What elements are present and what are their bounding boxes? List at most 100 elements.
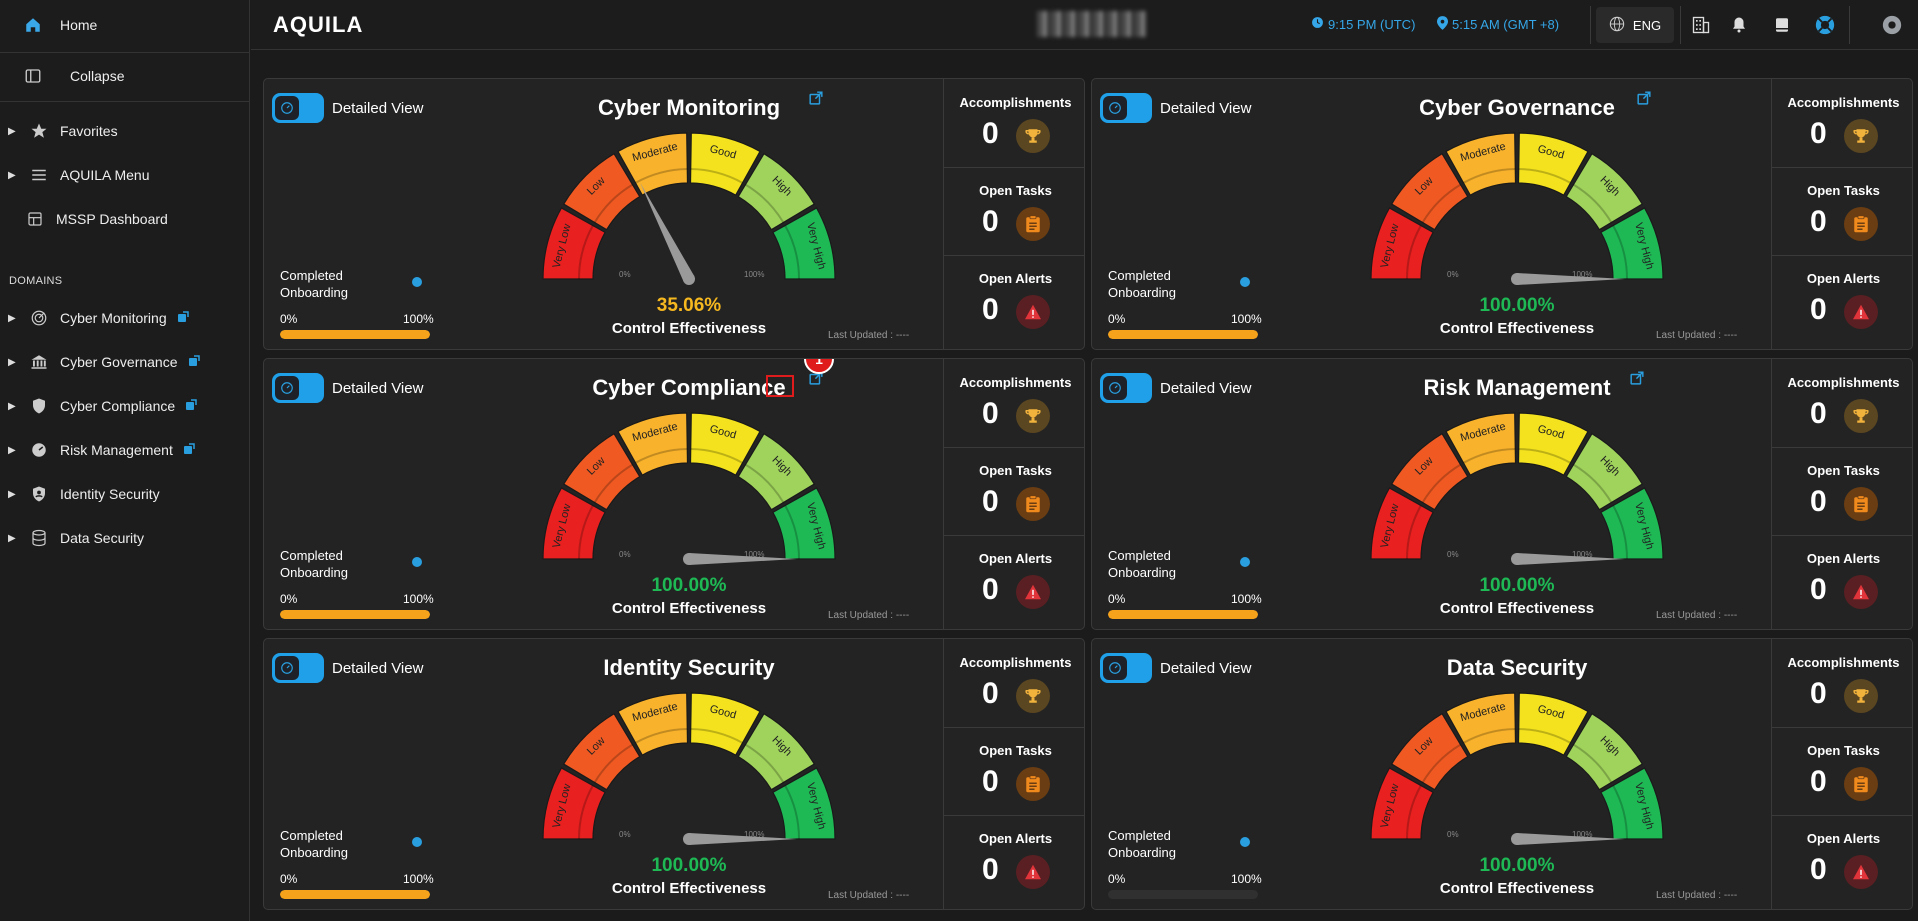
- clipboard-icon[interactable]: [1016, 207, 1050, 241]
- gauge-segment-high: [737, 432, 816, 511]
- sidebar-item-mssp-dashboard[interactable]: MSSP Dashboard: [0, 199, 250, 239]
- sidebar-item-label: Favorites: [60, 123, 118, 139]
- gauge-needle-hub: [683, 553, 695, 565]
- gauge-segment-ridge: [578, 785, 594, 840]
- alert-triangle-icon[interactable]: [1016, 855, 1050, 889]
- local-time: 5:15 AM (GMT +8): [1437, 16, 1559, 33]
- trophy-icon[interactable]: [1016, 679, 1050, 713]
- gauge-segment-low: [562, 152, 641, 231]
- info-icon[interactable]: [412, 277, 422, 287]
- trophy-icon[interactable]: [1844, 399, 1878, 433]
- detailed-view-toggle[interactable]: [272, 373, 324, 403]
- sidebar-item-cyber-governance[interactable]: ▶ Cyber Governance: [0, 342, 250, 382]
- gauge-min-label: 0%: [619, 270, 631, 279]
- external-link-icon[interactable]: [188, 354, 200, 370]
- sidebar-item-cyber-compliance[interactable]: ▶ Cyber Compliance: [0, 386, 250, 426]
- trophy-icon[interactable]: [1844, 119, 1878, 153]
- last-updated: Last Updated : ----: [828, 610, 910, 621]
- divider: [1680, 6, 1681, 44]
- trophy-icon[interactable]: [1844, 679, 1878, 713]
- alert-triangle-icon[interactable]: [1016, 295, 1050, 329]
- id-shield-icon: [28, 483, 50, 505]
- gauge-needle-hub: [683, 833, 695, 845]
- detailed-view-toggle[interactable]: [1100, 653, 1152, 683]
- clipboard-icon[interactable]: [1016, 767, 1050, 801]
- caret-right-icon: ▶: [8, 532, 16, 544]
- onboarding-max-label: 100%: [1231, 592, 1262, 606]
- bell-icon[interactable]: [1726, 12, 1752, 38]
- domain-card-risk-management: Detailed View Risk Management Completed …: [1091, 358, 1913, 630]
- gauge-min-label: 0%: [619, 550, 631, 559]
- alert-triangle-icon[interactable]: [1844, 855, 1878, 889]
- open-tasks-label: Open Tasks: [979, 743, 1052, 758]
- info-icon[interactable]: [1240, 837, 1250, 847]
- accomplishments-count: 0: [982, 397, 999, 430]
- gauge-min-label: 0%: [1447, 270, 1459, 279]
- detailed-view-toggle[interactable]: [1100, 93, 1152, 123]
- divider: [1590, 6, 1591, 44]
- sidebar-item-data-security[interactable]: ▶ Data Security: [0, 518, 250, 558]
- sidebar-item-identity-security[interactable]: ▶ Identity Security: [0, 474, 250, 514]
- detailed-view-toggle[interactable]: [272, 93, 324, 123]
- open-tasks-count: 0: [982, 205, 999, 238]
- book-icon[interactable]: [1769, 12, 1795, 38]
- external-link-icon[interactable]: [1630, 371, 1644, 385]
- gauge-segment-ridge: [593, 183, 634, 224]
- open-tasks-count: 0: [982, 765, 999, 798]
- sidebar-item-cyber-monitoring[interactable]: ▶ Cyber Monitoring: [0, 298, 250, 338]
- sidebar-item-aquila-menu[interactable]: ▶ AQUILA Menu: [0, 155, 250, 195]
- domain-card-data-security: Detailed View Data Security Completed On…: [1091, 638, 1913, 910]
- gauge-segment-very-high: [772, 767, 836, 840]
- alert-triangle-icon[interactable]: [1844, 575, 1878, 609]
- clipboard-icon[interactable]: [1844, 487, 1878, 521]
- info-icon[interactable]: [412, 557, 422, 567]
- external-link-icon[interactable]: [809, 91, 823, 105]
- sidebar-item-risk-management[interactable]: ▶ Risk Management: [0, 430, 250, 470]
- app-logo[interactable]: AQUILA: [273, 12, 364, 37]
- external-link-icon[interactable]: [177, 310, 189, 326]
- open-tasks-label: Open Tasks: [1807, 183, 1880, 198]
- divider: [1772, 535, 1912, 536]
- trophy-icon[interactable]: [1016, 399, 1050, 433]
- alert-triangle-icon[interactable]: [1844, 295, 1878, 329]
- alert-triangle-icon[interactable]: [1016, 575, 1050, 609]
- building-icon[interactable]: [1688, 12, 1714, 38]
- external-link-icon[interactable]: [183, 442, 195, 458]
- external-link-icon[interactable]: [185, 398, 197, 414]
- external-link-icon[interactable]: [1637, 91, 1651, 105]
- onboarding-progress-fill: [1108, 610, 1258, 619]
- sidebar-item-collapse[interactable]: Collapse: [0, 56, 250, 96]
- gauge-segment-low: [562, 712, 641, 791]
- onboarding-min-label: 0%: [1108, 592, 1126, 606]
- onboarding-progress-bar: [280, 330, 430, 339]
- onboarding-max-label: 100%: [403, 592, 434, 606]
- trophy-icon[interactable]: [1016, 119, 1050, 153]
- sidebar-item-home[interactable]: Home: [0, 5, 250, 45]
- gauge-segment-ridge: [1463, 728, 1516, 744]
- gauge-icon: [28, 439, 50, 461]
- detailed-view-toggle[interactable]: [1100, 373, 1152, 403]
- onboarding-progress-bar: [280, 610, 430, 619]
- gauge-segment-moderate: [1445, 692, 1517, 756]
- clipboard-icon[interactable]: [1844, 207, 1878, 241]
- clipboard-icon[interactable]: [1016, 487, 1050, 521]
- onboarding-label: Completed Onboarding: [1108, 268, 1176, 300]
- sidebar-item-favorites[interactable]: ▶ Favorites: [0, 111, 250, 151]
- info-icon[interactable]: [1240, 557, 1250, 567]
- stats-panel: Accomplishments 0 Open Tasks 0 Open Aler…: [1771, 359, 1912, 629]
- open-alerts-count: 0: [1810, 853, 1827, 886]
- onboarding-label: Completed Onboarding: [280, 828, 348, 860]
- settings-icon[interactable]: [1879, 12, 1905, 38]
- info-icon[interactable]: [412, 837, 422, 847]
- lifebuoy-icon[interactable]: [1812, 12, 1838, 38]
- info-icon[interactable]: [1240, 277, 1250, 287]
- onboarding-progress-fill: [280, 610, 430, 619]
- language-selector[interactable]: ENG: [1596, 7, 1674, 43]
- clipboard-icon[interactable]: [1844, 767, 1878, 801]
- open-alerts-label: Open Alerts: [1806, 271, 1881, 286]
- onboarding-progress-fill: [280, 330, 430, 339]
- gauge-segment-moderate: [1445, 412, 1517, 476]
- detailed-view-toggle[interactable]: [272, 653, 324, 683]
- gauge-segment-ridge: [1406, 785, 1422, 840]
